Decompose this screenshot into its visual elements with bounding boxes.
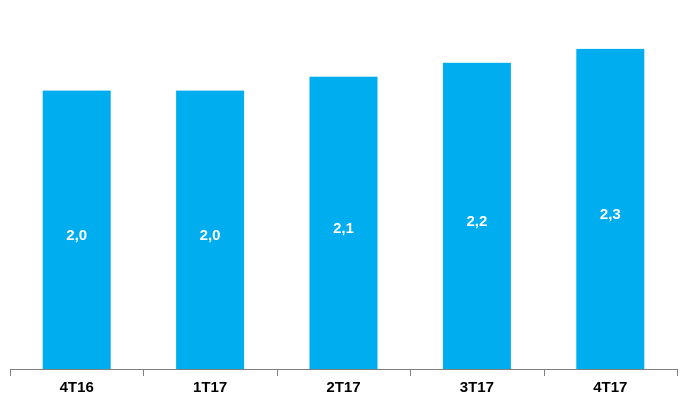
x-axis: 4T16 1T17 2T17 3T17 4T17 [10, 369, 678, 396]
data-label: 2,1 [333, 220, 354, 237]
x-axis-tick-labels: 4T16 1T17 2T17 3T17 4T17 [60, 379, 628, 396]
bar [309, 76, 378, 369]
x-tick-label: 4T17 [593, 379, 627, 396]
bar [42, 90, 111, 369]
data-label: 2,3 [600, 206, 621, 223]
data-label: 2,0 [66, 227, 87, 244]
data-label: 2,2 [466, 213, 487, 230]
data-label: 2,0 [200, 227, 221, 244]
x-tick-label: 3T17 [460, 379, 494, 396]
x-tick-label: 4T16 [60, 379, 94, 396]
bar [442, 62, 511, 370]
x-axis-ticks [10, 369, 678, 376]
x-tick-label: 1T17 [193, 379, 227, 396]
data-labels-group: 2,0 2,0 2,1 2,2 2,3 [66, 206, 620, 244]
x-tick-label: 2T17 [326, 379, 360, 396]
bar [176, 90, 245, 369]
bars-group [42, 48, 645, 370]
bar [576, 48, 645, 370]
